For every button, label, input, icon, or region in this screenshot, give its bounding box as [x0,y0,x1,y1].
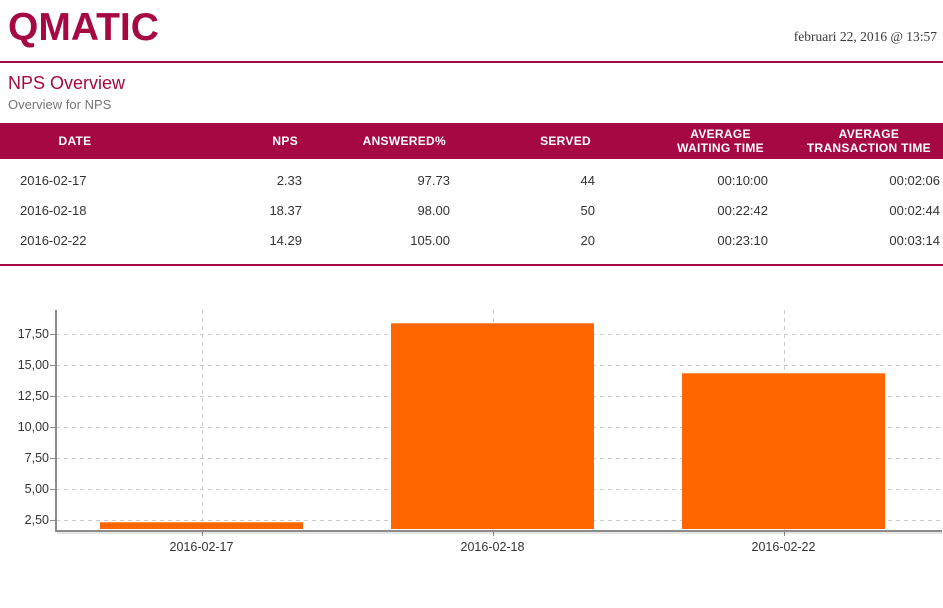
y-axis-tick [50,333,56,335]
y-axis-label: 12,50 [17,388,49,403]
y-axis-tick [50,457,56,459]
table-cell: 00:03:14 [889,232,940,248]
table-body: 2016-02-17 2.33 97.73 44 00:10:00 00:02:06 201… [0,159,943,255]
column-header: ANSWERED% [310,123,458,159]
page-subtitle: Overview for NPS [8,97,112,112]
table-cell: 14.29 [269,232,302,248]
table-cell: 2.33 [276,172,302,188]
table-cell: 44 [580,172,595,188]
x-axis-label: 2016-02-22 [751,539,816,554]
table-cell: 20 [580,232,595,248]
table-header-row: DATE NPS ANSWERED% SERVED AVERAGE WAITING TIM… [0,123,943,159]
y-axis-tick [50,395,56,397]
y-axis-label: 17,50 [17,326,49,341]
x-axis-label: 2016-02-18 [460,539,525,554]
x-axis-tick [783,531,785,536]
y-axis-label: 15,00 [17,357,49,372]
column-header: NPS [150,123,310,159]
x-axis-tick [492,531,494,536]
table-cell: 105.00 [410,232,450,248]
vertical-gridline [201,310,203,530]
table-cell: 2016-02-18 [20,202,87,218]
y-axis-label: 7,50 [24,450,49,465]
table-cell: 00:23:10 [717,232,768,248]
table-cell: 00:02:44 [889,202,940,218]
y-axis-label: 10,00 [17,419,49,434]
table-cell: 2016-02-22 [20,232,87,248]
nps-bar-2016-02-22 [682,373,885,530]
y-axis-line [54,310,57,532]
x-axis-tick [201,531,203,536]
report-datetime: februari 22, 2016 @ 13:57 [793,29,937,44]
table-row: 2016-02-22 14.29 105.00 20 00:23:10 00:03:14 [0,225,943,255]
table-cell: 00:02:06 [889,172,940,188]
nps-bar-2016-02-17 [100,521,303,530]
table-row: 2016-02-17 2.33 97.73 44 00:10:00 00:02:06 [0,165,943,195]
y-axis-tick [50,488,56,490]
y-axis-tick [50,364,56,366]
table-cell: 50 [580,202,595,218]
nps-bar-2016-02-18 [391,322,594,530]
y-axis-label: 5,00 [24,481,49,496]
table-cell: 2016-02-17 [20,172,87,188]
table-cell: 97.73 [417,172,450,188]
table-cell: 00:22:42 [717,202,768,218]
y-axis-tick [50,426,56,428]
nps-bar-chart: 2,50 5,00 7,50 10,00 12,50 15,00 17,50 2016-02-… [0,290,943,590]
qmatic-logo: QMATIC [8,6,159,49]
column-header: DATE [0,123,150,159]
column-header: SERVED [458,123,603,159]
x-axis-shadow [57,531,943,534]
table-cell: 18.37 [269,202,302,218]
page-title: NPS Overview [8,73,126,93]
table-bottom-divider [0,264,943,266]
table-row: 2016-02-18 18.37 98.00 50 00:22:42 00:02:44 [0,195,943,225]
x-axis-label: 2016-02-17 [169,539,234,554]
column-header: AVERAGE WAITING TIME [603,123,776,159]
column-header: AVERAGE TRANSACTION TIME [776,123,943,159]
header-divider [0,61,943,63]
nps-report-table: DATE NPS ANSWERED% SERVED AVERAGE WAITING TIM… [0,123,943,255]
y-axis-label: 2,50 [24,512,49,527]
y-axis-tick [50,519,56,521]
table-cell: 00:10:00 [717,172,768,188]
table-cell: 98.00 [417,202,450,218]
x-axis-line [54,529,942,532]
